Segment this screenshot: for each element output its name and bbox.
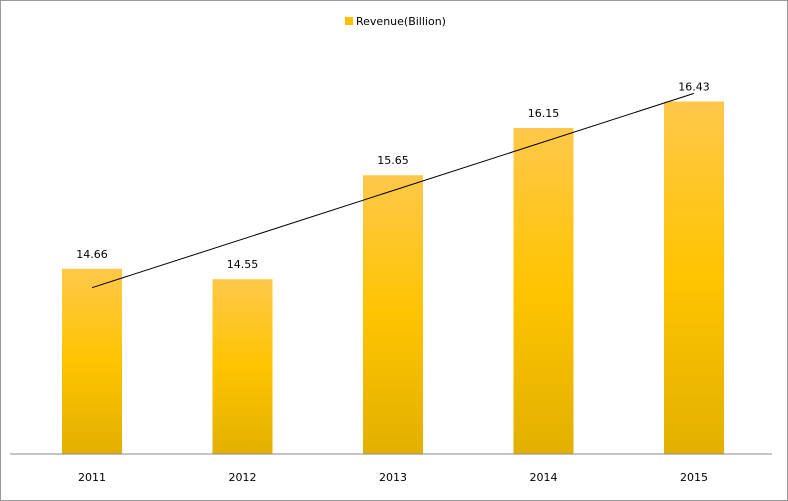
x-tick-2013: 2013	[379, 471, 407, 484]
bar-2011	[62, 268, 122, 454]
data-label-2012: 14.55	[227, 258, 259, 271]
bar-2015	[664, 101, 724, 454]
legend-label: Revenue(Billion)	[356, 15, 446, 28]
value-labels-group: 14.66 14.55 15.65 16.15 16.43	[76, 81, 710, 272]
legend: Revenue(Billion)	[345, 15, 446, 28]
bar-2013	[363, 175, 423, 454]
trendline	[91, 92, 695, 289]
data-label-2013: 15.65	[377, 154, 409, 167]
x-tick-labels-group: 2011 2012 2013 2014 2015	[78, 471, 708, 484]
bars-group	[62, 101, 724, 454]
x-tick-2014: 2014	[530, 471, 558, 484]
data-label-2011: 14.66	[76, 248, 108, 261]
data-label-2015: 16.43	[678, 81, 710, 94]
x-tick-2015: 2015	[680, 471, 708, 484]
data-label-2014: 16.15	[528, 107, 560, 120]
bar-2012	[212, 279, 273, 454]
bar-2014	[513, 128, 574, 454]
x-tick-2012: 2012	[229, 471, 257, 484]
legend-swatch	[345, 17, 353, 25]
x-tick-2011: 2011	[78, 471, 106, 484]
